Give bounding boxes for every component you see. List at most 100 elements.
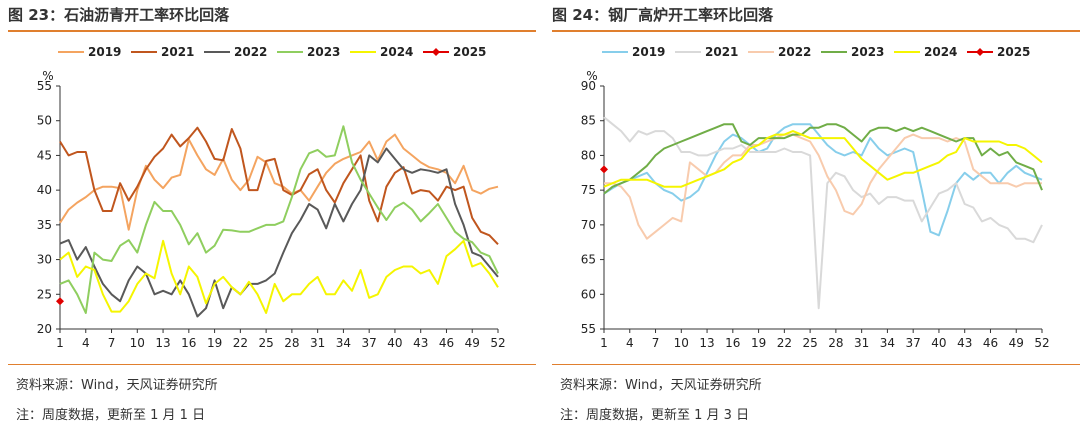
legend-item-2022: 2022 [204, 45, 267, 59]
x-tick-label: 49 [465, 336, 480, 350]
x-tick-label: 43 [413, 336, 428, 350]
legend-item-2022: 2022 [748, 45, 811, 59]
x-tick-label: 25 [258, 336, 273, 350]
x-tick-label: 19 [207, 336, 222, 350]
chart-title: 图 24：钢厂高炉开工率环比回落 [552, 6, 774, 24]
x-tick-label: 37 [906, 336, 921, 350]
chart-panel-blast-furnace: 图 24：钢厂高炉开工率环比回落 55 60 65 70 75 80 85 90% 1 4 7 10 1… [552, 0, 1080, 425]
series-line-2021 [603, 116, 1043, 310]
y-tick-label: 30 [37, 253, 52, 267]
x-tick-label: 40 [387, 336, 402, 350]
legend-label: 2019 [632, 45, 665, 59]
x-tick-label: 40 [931, 336, 946, 350]
y-tick-label: 50 [37, 114, 52, 128]
legend-label: 2023 [307, 45, 340, 59]
y-tick-label: 55 [581, 322, 596, 336]
x-tick-label: 37 [362, 336, 377, 350]
x-tick-label: 22 [233, 336, 248, 350]
x-tick-label: 10 [130, 336, 145, 350]
y-tick-label: 25 [37, 287, 52, 301]
legend-label: 2021 [705, 45, 738, 59]
y-axis-unit: % [586, 69, 597, 83]
legend-item-2021: 2021 [131, 45, 194, 59]
x-tick-label: 22 [777, 336, 792, 350]
y-tick-label: 65 [581, 253, 596, 267]
source-rule [8, 364, 536, 365]
source-text: 资料来源：Wind，天风证券研究所 [16, 378, 218, 393]
series-line-2022 [604, 133, 1042, 240]
chart-title: 图 23：石油沥青开工率环比回落 [8, 6, 230, 24]
y-tick-label: 40 [37, 183, 52, 197]
series-point-2025 [56, 297, 64, 306]
x-tick-label: 19 [751, 336, 766, 350]
x-tick-label: 34 [880, 336, 895, 350]
series-point-2025 [600, 165, 608, 174]
series-line-2023 [59, 125, 499, 314]
legend-label: 2022 [234, 45, 267, 59]
legend-label: 2024 [924, 45, 957, 59]
legend-label: 2021 [161, 45, 194, 59]
legend-item-2019: 2019 [58, 45, 121, 59]
legend-item-2024: 2024 [894, 45, 957, 59]
x-tick-label: 1 [56, 336, 64, 350]
legend-item-2019: 2019 [602, 45, 665, 59]
series-line-2023 [603, 123, 1043, 195]
legend-item-2023: 2023 [277, 45, 340, 59]
y-tick-label: 45 [37, 148, 52, 162]
legend-item-2021: 2021 [675, 45, 738, 59]
y-tick-label: 80 [581, 148, 596, 162]
line-chart-blast-furnace: 55 60 65 70 75 80 85 90% 1 4 7 10 13 16 19 22 25 28 31 34 37… [581, 45, 1050, 350]
series-line-2021 [59, 126, 499, 245]
legend-label: 2025 [453, 45, 486, 59]
legend-label: 2019 [88, 45, 121, 59]
series-line-2019 [59, 133, 499, 231]
legend-item-2023: 2023 [821, 45, 884, 59]
series-line-2022 [59, 147, 499, 318]
x-tick-label: 46 [439, 336, 454, 350]
x-tick-label: 52 [490, 336, 505, 350]
y-tick-label: 75 [581, 183, 596, 197]
legend-item-2024: 2024 [350, 45, 413, 59]
series-line-2024 [603, 130, 1043, 188]
x-tick-label: 1 [600, 336, 608, 350]
x-tick-label: 31 [854, 336, 869, 350]
title-rule [8, 30, 536, 32]
legend-label: 2025 [997, 45, 1030, 59]
legend-item-2025: 2025 [423, 45, 486, 59]
x-tick-label: 43 [957, 336, 972, 350]
x-tick-label: 49 [1009, 336, 1024, 350]
source-rule [552, 364, 1080, 365]
legend-label: 2022 [778, 45, 811, 59]
x-tick-label: 4 [626, 336, 634, 350]
note-text: 注：周度数据，更新至 1 月 3 日 [560, 408, 750, 423]
x-tick-label: 13 [155, 336, 170, 350]
y-tick-label: 35 [37, 218, 52, 232]
y-tick-label: 55 [37, 79, 52, 93]
title-rule [552, 30, 1080, 32]
x-tick-label: 7 [652, 336, 660, 350]
y-axis-unit: % [42, 69, 53, 83]
series-line-2019 [603, 123, 1043, 237]
source-text: 资料来源：Wind，天风证券研究所 [560, 378, 762, 393]
legend-marker [976, 48, 984, 56]
x-tick-label: 31 [310, 336, 325, 350]
x-tick-label: 52 [1034, 336, 1049, 350]
x-tick-label: 28 [284, 336, 299, 350]
x-tick-label: 16 [725, 336, 740, 350]
x-tick-label: 46 [983, 336, 998, 350]
y-tick-label: 70 [581, 218, 596, 232]
y-tick-label: 85 [581, 114, 596, 128]
chart-panel-asphalt: 图 23：石油沥青开工率环比回落 20 25 30 35 40 45 50 55% 1 4 7 10 1… [8, 0, 536, 425]
legend-label: 2023 [851, 45, 884, 59]
x-tick-label: 10 [674, 336, 689, 350]
x-tick-label: 16 [181, 336, 196, 350]
y-tick-label: 90 [581, 79, 596, 93]
note-text: 注：周度数据，更新至 1 月 1 日 [16, 408, 206, 423]
x-tick-label: 28 [828, 336, 843, 350]
x-tick-label: 4 [82, 336, 90, 350]
x-tick-label: 13 [699, 336, 714, 350]
legend-label: 2024 [380, 45, 413, 59]
legend-marker [432, 48, 440, 56]
series-line-2024 [59, 239, 499, 314]
